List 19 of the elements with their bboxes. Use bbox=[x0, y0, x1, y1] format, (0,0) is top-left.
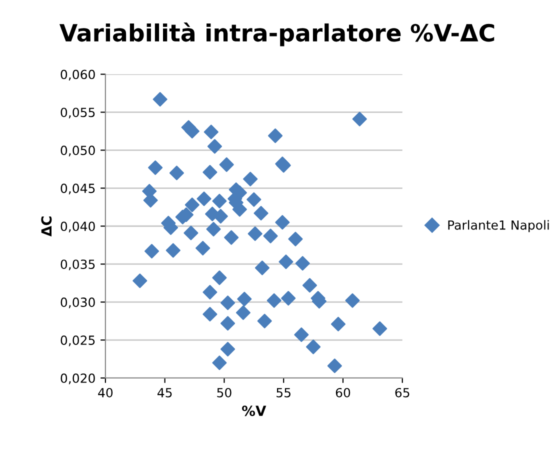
y-tick-label: 0,040 bbox=[60, 222, 95, 232]
y-tick-label: 0,060 bbox=[60, 70, 95, 80]
chart-title: Variabilità intra-parlatore %V-ΔC bbox=[59, 22, 494, 46]
y-tick-label: 0,030 bbox=[60, 298, 95, 308]
x-axis-title: %V bbox=[242, 406, 266, 416]
x-tick-label: 45 bbox=[157, 388, 172, 398]
x-tick-label: 55 bbox=[276, 388, 290, 398]
y-tick-label: 0,020 bbox=[60, 373, 95, 384]
y-tick-label: 0,045 bbox=[60, 184, 95, 194]
y-tick-label: 0,050 bbox=[60, 146, 95, 156]
x-tick-label: 60 bbox=[336, 388, 350, 398]
y-tick-label: 0,025 bbox=[60, 336, 95, 346]
x-tick-label: 50 bbox=[217, 388, 232, 398]
legend-label: Parlante1 Napoli bbox=[448, 220, 549, 232]
x-tick-label: 40 bbox=[98, 388, 113, 398]
y-tick-label: 0,035 bbox=[60, 260, 95, 270]
y-tick-label: 0,055 bbox=[60, 108, 95, 118]
x-tick-label: 65 bbox=[395, 388, 410, 398]
y-axis-title: ΔC bbox=[41, 216, 52, 237]
